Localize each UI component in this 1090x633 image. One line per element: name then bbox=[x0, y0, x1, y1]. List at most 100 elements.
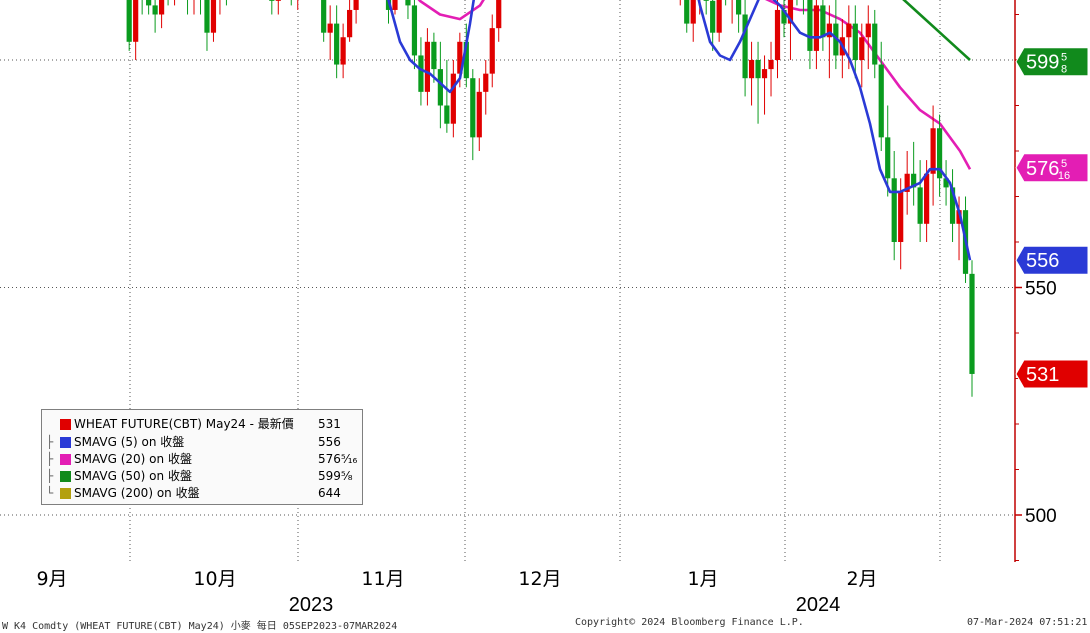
candle-body bbox=[852, 23, 858, 61]
legend-label: SMAVG (200) on 收盤 bbox=[74, 486, 200, 500]
badge-box bbox=[1015, 153, 1089, 183]
candle-body bbox=[904, 173, 910, 192]
candle-body bbox=[418, 55, 424, 92]
footer-ticker: W K4 Comdty (WHEAT FUTURE(CBT) May24) 小麥… bbox=[2, 621, 398, 632]
legend-label: WHEAT FUTURE(CBT) May24 - 最新價 bbox=[74, 417, 294, 431]
candle-body bbox=[204, 0, 210, 33]
candle-body bbox=[470, 78, 476, 138]
candle-body bbox=[936, 128, 943, 179]
y-tick-label: 550 bbox=[1025, 279, 1057, 300]
last-value-badges: 64459958576516556531 bbox=[1015, 47, 1089, 389]
candle-body bbox=[444, 105, 450, 124]
candle-body bbox=[872, 23, 878, 65]
candle-body bbox=[463, 41, 469, 79]
badge-value: 576 bbox=[1026, 158, 1059, 180]
y-axis: 500550600650700 bbox=[1014, 0, 1057, 562]
candle-body bbox=[774, 9, 781, 60]
candle-body bbox=[457, 41, 463, 74]
legend-value: 531 bbox=[318, 417, 341, 431]
candle-body bbox=[846, 23, 852, 38]
candle-body bbox=[275, 0, 281, 1]
candle-body bbox=[885, 137, 891, 179]
candle-body bbox=[917, 187, 923, 224]
badge-frac-den: 16 bbox=[1058, 170, 1070, 182]
candle-body bbox=[133, 0, 139, 42]
x-month-label: 1月 bbox=[687, 568, 718, 590]
candle-body bbox=[716, 0, 722, 33]
badge-value: 556 bbox=[1026, 250, 1059, 272]
legend-value: 556 bbox=[318, 435, 341, 449]
candle-body bbox=[158, 0, 165, 15]
candle-body bbox=[924, 173, 930, 224]
candle-body bbox=[476, 91, 482, 138]
legend-value: 599⁵⁄₈ bbox=[318, 469, 353, 483]
legend-label: SMAVG (50) on 收盤 bbox=[74, 469, 192, 483]
candle-body bbox=[949, 187, 956, 224]
candle-body bbox=[930, 128, 936, 174]
x-month-label: 2月 bbox=[846, 568, 877, 590]
candle-body bbox=[710, 0, 716, 33]
candle-body bbox=[761, 69, 768, 79]
candle-body bbox=[820, 5, 826, 38]
candle-body bbox=[483, 73, 489, 92]
badge-sma50: 599 58 bbox=[1015, 47, 1089, 77]
candle-body bbox=[878, 64, 884, 138]
candle-body bbox=[450, 73, 456, 124]
candle-body bbox=[424, 41, 431, 92]
badge-box bbox=[1015, 359, 1089, 389]
candle-body bbox=[385, 0, 392, 10]
candle-body bbox=[431, 41, 437, 70]
candle-body bbox=[334, 23, 340, 65]
legend-value: 644 bbox=[318, 486, 341, 500]
candle-body bbox=[742, 14, 748, 79]
candle-body bbox=[898, 191, 904, 242]
candle-body bbox=[496, 0, 502, 29]
candle-body bbox=[911, 173, 917, 188]
x-axis: 9月 10月 11月 12月 1月 2月 2023 2024 bbox=[36, 568, 877, 616]
candle-body bbox=[152, 5, 158, 15]
badge-sma5: 556 bbox=[1015, 245, 1089, 275]
legend-label: SMAVG (20) on 收盤 bbox=[74, 452, 192, 466]
candle-body bbox=[327, 23, 333, 33]
badge-value: 531 bbox=[1026, 364, 1059, 386]
footer-copyright: Copyright© 2024 Bloomberg Finance L.P. bbox=[575, 617, 804, 628]
candle-body bbox=[807, 0, 813, 51]
candle-body bbox=[768, 60, 774, 70]
legend-swatch bbox=[60, 471, 71, 482]
candle-body bbox=[321, 0, 327, 33]
candle-body bbox=[859, 37, 865, 60]
footer-timestamp: 07-Mar-2024 07:51:21 bbox=[967, 617, 1088, 628]
x-month-label: 12月 bbox=[518, 568, 561, 590]
x-year-label: 2023 bbox=[289, 594, 334, 616]
legend-label: SMAVG (5) on 收盤 bbox=[74, 435, 185, 449]
candle-body bbox=[269, 0, 275, 1]
candle-body bbox=[210, 0, 217, 33]
candle-body bbox=[690, 0, 696, 24]
x-month-label: 11月 bbox=[361, 568, 404, 590]
candle-body bbox=[392, 0, 398, 10]
candle-body bbox=[813, 5, 820, 51]
legend-swatch bbox=[60, 419, 71, 430]
candle-body bbox=[437, 69, 443, 106]
candle-body bbox=[943, 178, 949, 188]
candle-body bbox=[781, 9, 787, 24]
candle-body bbox=[826, 23, 832, 38]
badge-box bbox=[1015, 245, 1089, 275]
x-year-label: 2024 bbox=[796, 594, 841, 616]
candle-body bbox=[340, 37, 346, 65]
badge-frac-den: 8 bbox=[1061, 64, 1067, 76]
badge-frac-num: 5 bbox=[1061, 158, 1067, 170]
badge-frac-num: 5 bbox=[1061, 52, 1067, 64]
candle-body bbox=[755, 60, 761, 79]
y-tick-label: 500 bbox=[1025, 506, 1057, 527]
legend-value: 576⁵⁄₁₆ bbox=[318, 452, 358, 466]
sma-5-line bbox=[387, 0, 972, 261]
candle-body bbox=[736, 0, 742, 15]
badge-sma20: 576 516 bbox=[1015, 153, 1089, 183]
candle-body bbox=[891, 178, 897, 242]
candle-body bbox=[748, 60, 755, 79]
candle-body bbox=[956, 210, 962, 224]
badge-last-price: 531 bbox=[1015, 359, 1089, 389]
badge-value: 599 bbox=[1026, 52, 1059, 74]
